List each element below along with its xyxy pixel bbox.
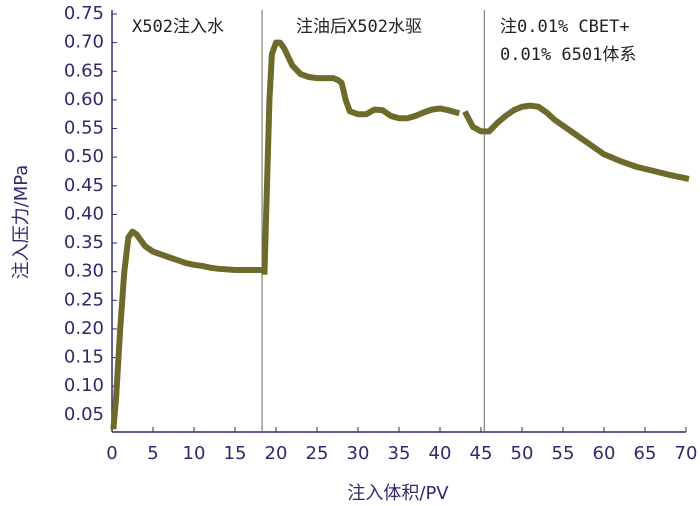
x-tick-label: 35	[388, 443, 411, 464]
data-line	[110, 39, 690, 430]
y-tick-label: 0.40	[64, 203, 104, 224]
y-tick-label: 0.60	[64, 89, 104, 110]
x-tick-label: 30	[347, 443, 370, 464]
x-tick-label: 10	[183, 443, 206, 464]
annotation: 注油后X502水驱	[296, 17, 422, 37]
x-tick-label: 65	[634, 443, 657, 464]
y-tick-label: 0.70	[64, 32, 104, 53]
x-tick-label: 70	[675, 443, 698, 464]
y-axis-label: 注入压力/MPa	[11, 165, 32, 280]
y-tick-label: 0.75	[64, 3, 104, 24]
x-tick-label: 25	[306, 443, 329, 464]
y-tick-label: 0.10	[64, 375, 104, 396]
x-tick-label: 0	[106, 443, 117, 464]
x-tick-label: 5	[147, 443, 158, 464]
x-tick-label: 50	[511, 443, 534, 464]
x-tick-label: 55	[552, 443, 575, 464]
annotation: 0.01% 6501体系	[500, 45, 636, 65]
annotation: 注0.01% CBET+	[500, 17, 630, 37]
y-tick-label: 0.05	[64, 404, 104, 425]
y-tick-label: 0.15	[64, 347, 104, 368]
x-tick-label: 60	[593, 443, 616, 464]
x-tick-label: 15	[224, 443, 247, 464]
y-tick-label: 0.65	[64, 60, 104, 81]
x-tick-label: 40	[429, 443, 452, 464]
y-tick-label: 0.45	[64, 175, 104, 196]
annotation: X502注入水	[132, 17, 224, 37]
y-tick-label: 0.20	[64, 318, 104, 339]
y-tick-label: 0.55	[64, 118, 104, 139]
y-tick-label: 0.50	[64, 146, 104, 167]
y-tick-label: 0.35	[64, 232, 104, 253]
x-axis-label: 注入体积/PV	[347, 483, 449, 504]
x-tick-label: 45	[470, 443, 493, 464]
x-tick-label: 20	[265, 443, 288, 464]
y-tick-label: 0.30	[64, 261, 104, 282]
y-tick-label: 0.25	[64, 289, 104, 310]
